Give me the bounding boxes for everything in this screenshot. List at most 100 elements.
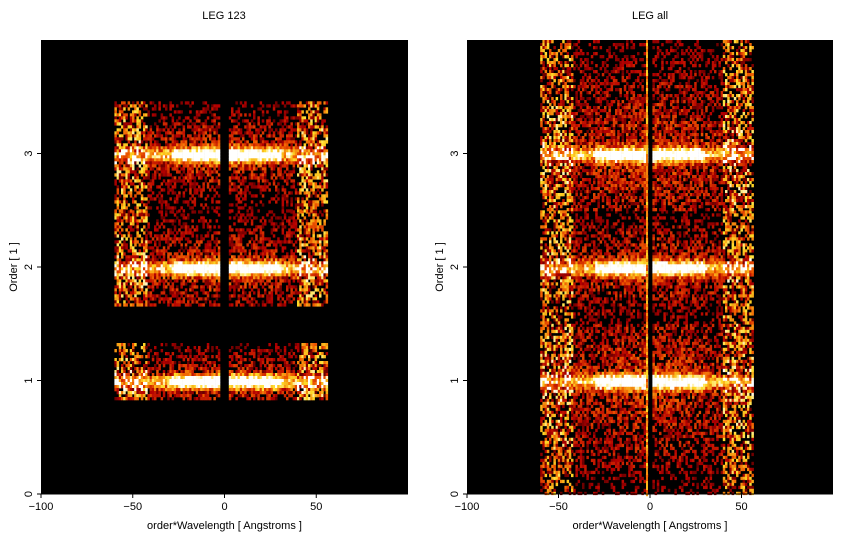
heatmap-cell	[286, 161, 289, 165]
heatmap-cell	[268, 128, 271, 132]
heatmap-cell	[244, 164, 247, 168]
heatmap-cell	[308, 282, 311, 286]
heatmap-cell	[323, 134, 326, 138]
heatmap-cell	[125, 243, 128, 247]
heatmap-cell	[239, 391, 243, 395]
heatmap-cell	[264, 140, 267, 144]
heatmap-cell	[277, 216, 280, 220]
heatmap-cell	[116, 143, 120, 147]
heatmap-cell	[145, 258, 148, 262]
heatmap-cell	[312, 376, 315, 380]
heatmap-cell	[149, 140, 153, 144]
heatmap-cell	[310, 140, 313, 144]
heatmap-cell	[294, 161, 298, 165]
heatmap-cell	[237, 116, 241, 120]
heatmap-cell	[301, 219, 304, 223]
heatmap-cell	[231, 370, 234, 374]
heatmap-cell	[193, 270, 197, 274]
heatmap-cell	[294, 249, 298, 253]
heatmap-cell	[136, 125, 139, 129]
heatmap-cell	[180, 300, 183, 304]
heatmap-cell	[310, 167, 313, 171]
heatmap-cell	[312, 137, 315, 141]
heatmap-cell	[235, 270, 238, 274]
heatmap-cell	[151, 264, 155, 268]
heatmap-cell	[259, 276, 263, 280]
heatmap-cell	[323, 273, 326, 277]
heatmap-cell	[193, 155, 197, 159]
heatmap-cell	[261, 125, 265, 129]
heatmap-cell	[308, 288, 311, 292]
heatmap-cell	[288, 373, 291, 377]
heatmap-cell	[154, 394, 157, 398]
heatmap-cell	[211, 234, 214, 238]
heatmap-cell	[294, 246, 298, 250]
heatmap-cell	[169, 188, 172, 192]
heatmap-cell	[143, 101, 146, 105]
heatmap-cell	[297, 125, 300, 129]
heatmap-cell	[114, 382, 117, 386]
heatmap-cell	[215, 158, 219, 162]
heatmap-cell	[116, 285, 120, 289]
heatmap-cell	[305, 158, 309, 162]
heatmap-cell	[127, 131, 131, 135]
heatmap-cell	[279, 355, 282, 359]
heatmap-cell	[134, 388, 137, 392]
heatmap-cell	[204, 261, 208, 265]
heatmap-cell	[312, 225, 315, 229]
heatmap-cell	[239, 364, 243, 368]
heatmap-cell	[193, 152, 197, 156]
heatmap-cell	[272, 143, 276, 147]
heatmap-cell	[239, 294, 243, 298]
heatmap-cell	[156, 367, 159, 371]
heatmap-cell	[191, 146, 194, 150]
heatmap-cell	[151, 258, 155, 262]
heatmap-cell	[325, 161, 329, 165]
heatmap-cell	[134, 249, 137, 253]
heatmap-cell	[191, 273, 194, 277]
heatmap-cell	[167, 170, 170, 174]
heatmap-cell	[116, 155, 120, 159]
heatmap-cell	[189, 376, 192, 380]
heatmap-cell	[145, 382, 148, 386]
heatmap-cell	[202, 152, 205, 156]
heatmap-cell	[299, 119, 302, 123]
heatmap-cell	[127, 152, 131, 156]
heatmap-cell	[204, 131, 208, 135]
heatmap-cell	[114, 385, 117, 389]
heatmap-cell	[189, 164, 192, 168]
heatmap-cell	[187, 179, 190, 183]
heatmap-cell	[134, 134, 137, 138]
heatmap-cell	[176, 270, 179, 274]
heatmap-cell	[217, 134, 221, 138]
heatmap-cell	[270, 385, 274, 389]
heatmap-cell	[319, 125, 322, 129]
heatmap-cell	[314, 382, 318, 386]
heatmap-cell	[209, 228, 212, 232]
heatmap-cell	[310, 173, 313, 177]
heatmap-cell	[250, 282, 254, 286]
heatmap-cell	[198, 397, 201, 401]
heatmap-cell	[275, 249, 278, 253]
heatmap-cell	[310, 352, 313, 356]
heatmap-cell	[176, 146, 179, 150]
heatmap-cell	[314, 158, 318, 162]
heatmap-cell	[178, 128, 181, 132]
heatmap-cell	[235, 240, 238, 244]
heatmap-cell	[308, 228, 311, 232]
heatmap-cell	[206, 376, 210, 380]
heatmap-cell	[237, 216, 241, 220]
heatmap-cell	[248, 261, 252, 265]
heatmap-cell	[147, 231, 150, 235]
heatmap-cell	[275, 149, 278, 153]
heatmap-cell	[325, 297, 329, 301]
heatmap-cell	[288, 376, 291, 380]
heatmap-cell	[242, 134, 245, 138]
heatmap-cell	[189, 391, 192, 395]
heatmap-cell	[138, 140, 142, 144]
heatmap-cell	[250, 213, 254, 217]
heatmap-cell	[288, 379, 291, 383]
heatmap-cell	[279, 294, 282, 298]
heatmap-cell	[264, 370, 267, 374]
heatmap-cell	[299, 243, 302, 247]
